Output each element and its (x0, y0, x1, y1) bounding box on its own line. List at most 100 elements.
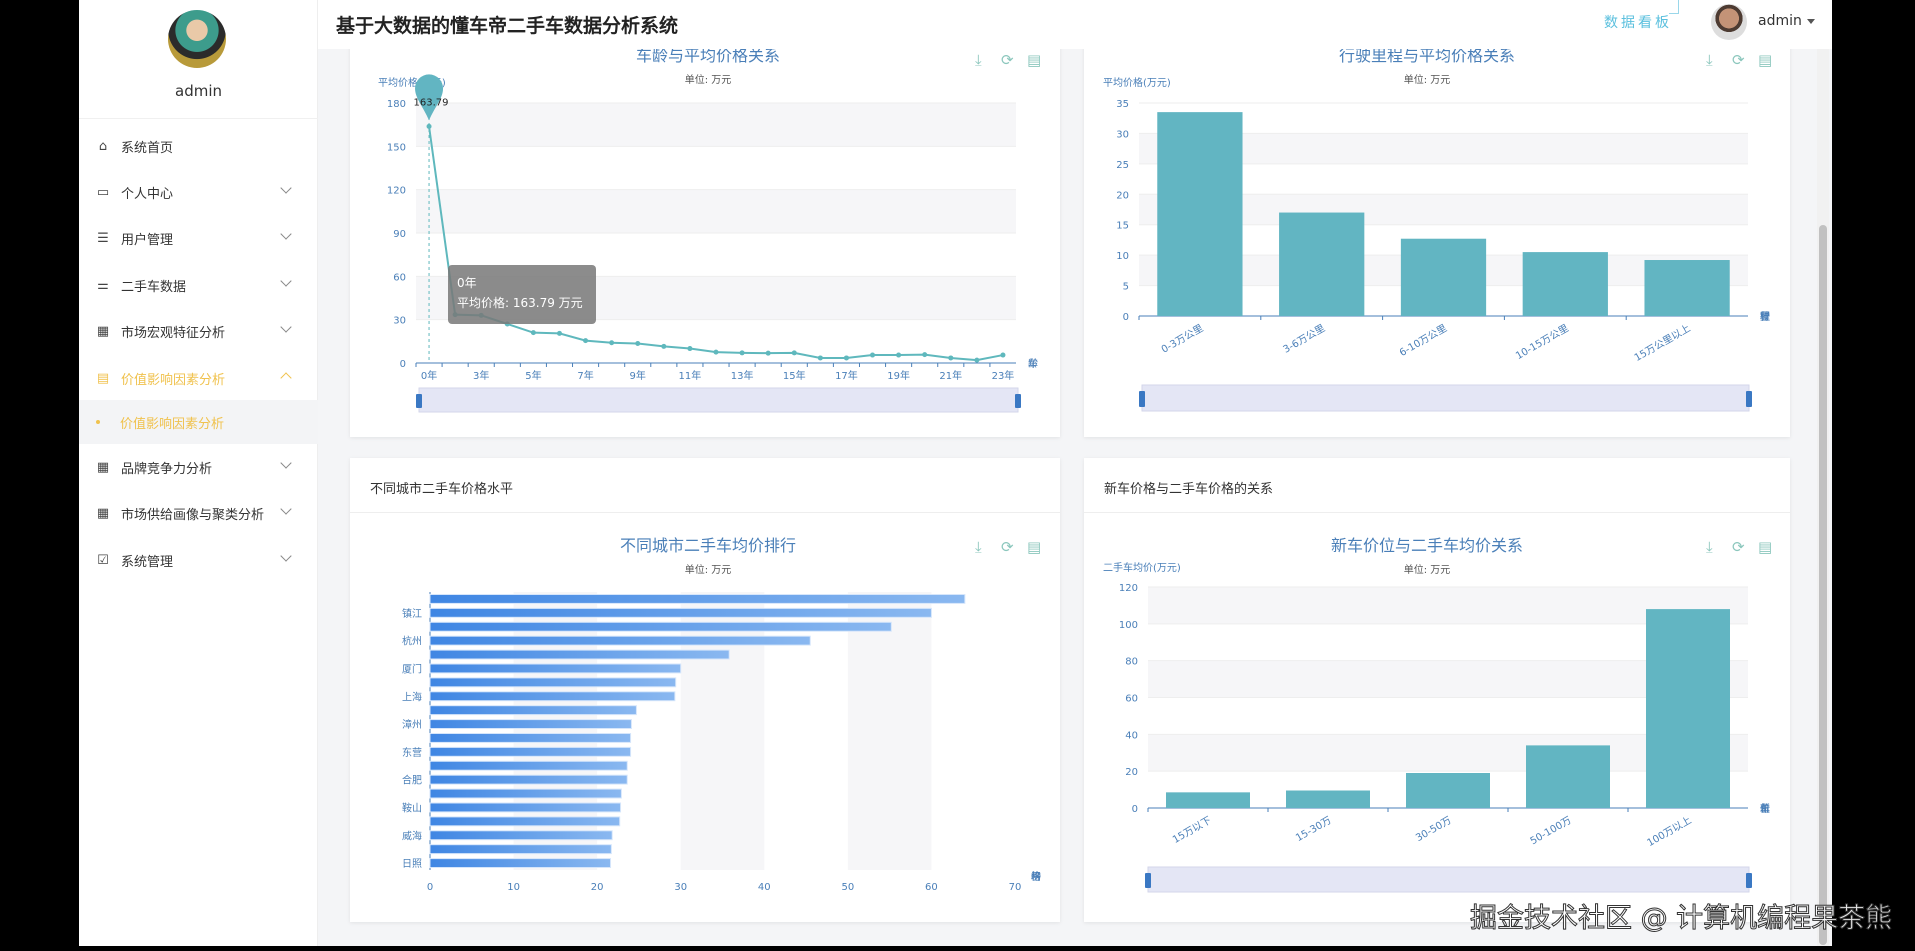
x-tick-label: 60 (925, 882, 938, 893)
save-image-icon[interactable]: ⤓ (1706, 538, 1713, 556)
home-icon: ⌂ (98, 138, 108, 154)
y-tick-label: 上海 (402, 690, 422, 703)
max-label: 163.79 (414, 97, 449, 108)
x-tick-label: 3-6万公里 (1281, 322, 1327, 356)
app-title: 基于大数据的懂车帝二手车数据分析系统 (336, 15, 679, 37)
decoration (1669, 0, 1679, 14)
bar (429, 746, 632, 757)
sidebar-item-4[interactable]: ▦ 市场宏观特征分析 (79, 309, 318, 353)
bar (1279, 212, 1365, 316)
data-point (765, 350, 771, 356)
data-point (687, 346, 693, 352)
scrollbar[interactable] (1817, 0, 1829, 946)
datazoom-slider (1141, 384, 1750, 412)
x-tick-label: 15万以下 (1171, 815, 1214, 846)
datazoom-handle[interactable] (1145, 873, 1151, 888)
y-tick-label: 15 (1116, 221, 1129, 232)
chevron-down-icon[interactable] (280, 228, 292, 240)
chart-title: 不同城市二手车均价排行 (620, 536, 796, 555)
bullet-icon (96, 420, 100, 424)
chart-title: 行驶里程与平均价格关系 (1339, 46, 1515, 65)
y-tick-label: 0 (1123, 312, 1129, 323)
datazoom-slider (418, 387, 1019, 413)
y-tick-label: 120 (387, 186, 406, 197)
data-point (556, 330, 562, 336)
x-tick-label: 21年 (939, 369, 962, 382)
bar (1400, 238, 1487, 316)
save-image-icon[interactable]: ⤓ (975, 51, 982, 69)
grid-band (416, 189, 1016, 233)
datazoom-handle[interactable] (1746, 873, 1752, 888)
caret-down-icon[interactable] (1807, 19, 1815, 24)
chevron-down-icon[interactable] (280, 275, 292, 287)
y-tick-label: 90 (393, 229, 406, 240)
chart-title: 新车价位与二手车均价关系 (1331, 536, 1523, 555)
sidebar-item-label: 个人中心 (121, 186, 174, 202)
sidebar-item-3[interactable]: ⚌ 二手车数据 (79, 263, 318, 307)
bar (429, 719, 632, 729)
y-tick-label: 25 (1116, 160, 1129, 171)
sidebar-item-5[interactable]: ▤ 价值影响因素分析 (79, 356, 318, 400)
x-axis-name: 车龄 (1028, 357, 1038, 370)
tooltip-title: 0年 (457, 276, 477, 290)
y-tick-label: 60 (393, 272, 406, 283)
x-tick-label: 30-50万 (1414, 815, 1453, 844)
y-tick-label: 120 (1119, 583, 1138, 594)
x-tick-label: 6-10万公里 (1397, 322, 1449, 359)
data-view-icon[interactable]: ▤ (1027, 51, 1041, 69)
sidebar-item-label: 价值影响因素分析 (121, 372, 226, 388)
x-tick-label: 10-15万公里 (1514, 322, 1571, 362)
bar (1646, 609, 1730, 808)
chevron-down-icon[interactable] (280, 321, 292, 333)
chevron-down-icon[interactable] (280, 503, 292, 515)
x-tick-label: 23年 (992, 369, 1015, 382)
save-image-icon[interactable]: ⤓ (1706, 51, 1713, 69)
list-icon: ☰ (97, 230, 109, 246)
datazoom-handle[interactable] (1746, 391, 1752, 407)
restore-icon[interactable]: ⟳ (1001, 538, 1014, 556)
sidebar-item-8[interactable]: ▦ 市场供给画像与聚类分析 (79, 491, 318, 535)
sidebar-item-1[interactable]: ▭ 个人中心 (79, 170, 318, 214)
data-point (661, 343, 667, 349)
sliders-icon: ⚌ (97, 277, 109, 293)
chevron-up-icon[interactable] (280, 372, 292, 384)
data-view-icon[interactable]: ▤ (1027, 538, 1041, 556)
x-tick-label: 100万以上 (1645, 814, 1694, 849)
bar (429, 774, 628, 785)
datazoom-handle[interactable] (416, 394, 422, 408)
x-tick-label: 13年 (731, 369, 754, 382)
data-view-icon[interactable]: ▤ (1758, 51, 1772, 69)
restore-icon[interactable]: ⟳ (1001, 51, 1014, 69)
y-tick-label: 20 (1125, 767, 1138, 778)
sidebar-item-label: 系统管理 (121, 554, 174, 570)
user-menu[interactable]: admin (1758, 13, 1802, 29)
bar (429, 635, 811, 646)
sidebar-item-2[interactable]: ☰ 用户管理 (79, 216, 318, 260)
divider (79, 118, 318, 119)
x-tick-label: 15-30万 (1294, 815, 1333, 844)
bar (429, 802, 622, 813)
sidebar-item-9[interactable]: ☑ 系统管理 (79, 538, 318, 582)
data-view-icon[interactable]: ▤ (1758, 538, 1772, 556)
restore-icon[interactable]: ⟳ (1732, 538, 1745, 556)
y-tick-label: 威海 (402, 829, 422, 842)
save-image-icon[interactable]: ⤓ (975, 538, 982, 556)
user-avatar[interactable] (1711, 4, 1747, 40)
sidebar-item-6[interactable]: 价值影响因素分析 (79, 400, 318, 444)
sidebar-item-7[interactable]: ▦ 品牌竞争力分析 (79, 445, 318, 489)
restore-icon[interactable]: ⟳ (1732, 51, 1745, 69)
scrollbar-thumb[interactable] (1819, 225, 1827, 945)
bar (1406, 773, 1490, 808)
datazoom-handle[interactable] (1015, 394, 1021, 408)
x-axis-name: 新车价位 (1760, 802, 1770, 815)
data-board-link[interactable]: 数据看板 (1604, 15, 1672, 31)
datazoom-handle[interactable] (1139, 391, 1145, 407)
chevron-down-icon[interactable] (280, 550, 292, 562)
sidebar-item-label: 价值影响因素分析 (120, 416, 225, 432)
bar (1157, 112, 1243, 316)
chevron-down-icon[interactable] (280, 182, 292, 194)
sidebar-item-0[interactable]: ⌂ 系统首页 (79, 124, 318, 168)
chevron-down-icon[interactable] (280, 457, 292, 469)
grid-band (513, 592, 598, 870)
